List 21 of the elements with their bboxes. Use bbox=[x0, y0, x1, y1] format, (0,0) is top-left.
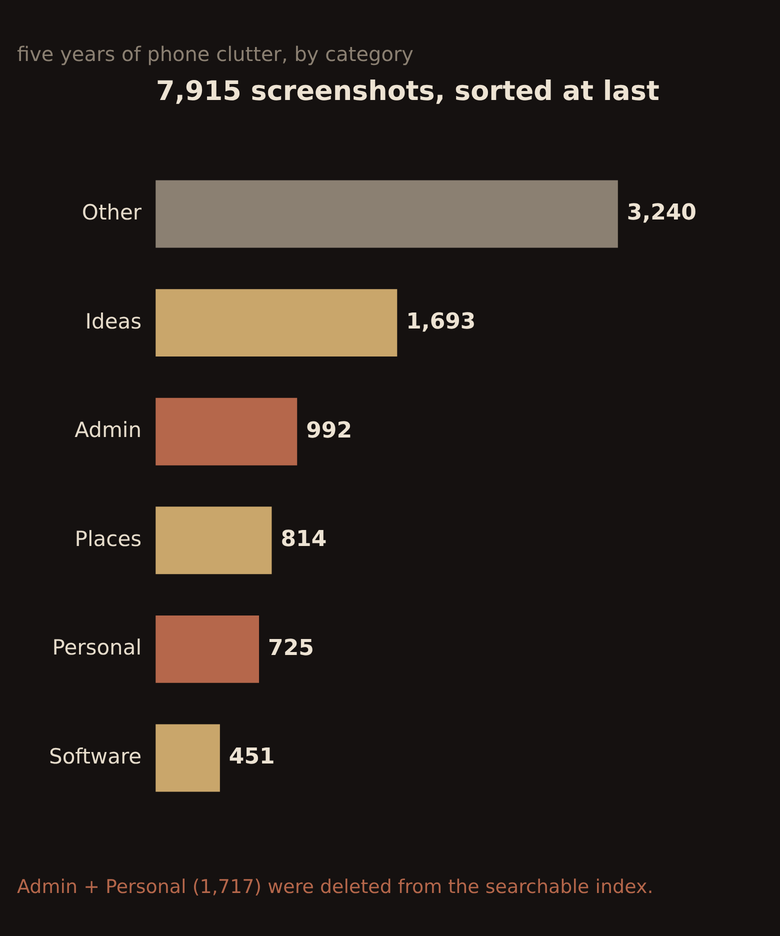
y-tick-label: Personal bbox=[52, 636, 142, 660]
y-tick-label: Software bbox=[48, 744, 142, 768]
bar bbox=[156, 398, 298, 466]
y-tick-label: Ideas bbox=[85, 309, 142, 334]
bar bbox=[156, 180, 618, 248]
y-tick-label: Other bbox=[82, 200, 142, 224]
data-label: 1,693 bbox=[406, 310, 476, 335]
chart-subtitle: five years of phone clutter, by category bbox=[17, 42, 414, 66]
y-tick-label: Places bbox=[74, 526, 142, 551]
text: Admin + Personal (1,717) were deleted from the searchable index. bbox=[17, 876, 654, 898]
bar bbox=[156, 724, 220, 792]
chart-title: 7,915 screenshots, sorted at last bbox=[156, 76, 660, 107]
data-label: 725 bbox=[268, 636, 314, 661]
data-label: 992 bbox=[306, 418, 352, 444]
data-label: 3,240 bbox=[626, 200, 696, 226]
bar bbox=[156, 615, 260, 683]
bar bbox=[156, 289, 398, 357]
data-label: 451 bbox=[228, 744, 275, 770]
data-label: 814 bbox=[280, 527, 327, 552]
y-tick-label: Admin bbox=[74, 418, 142, 442]
bar bbox=[156, 506, 272, 574]
